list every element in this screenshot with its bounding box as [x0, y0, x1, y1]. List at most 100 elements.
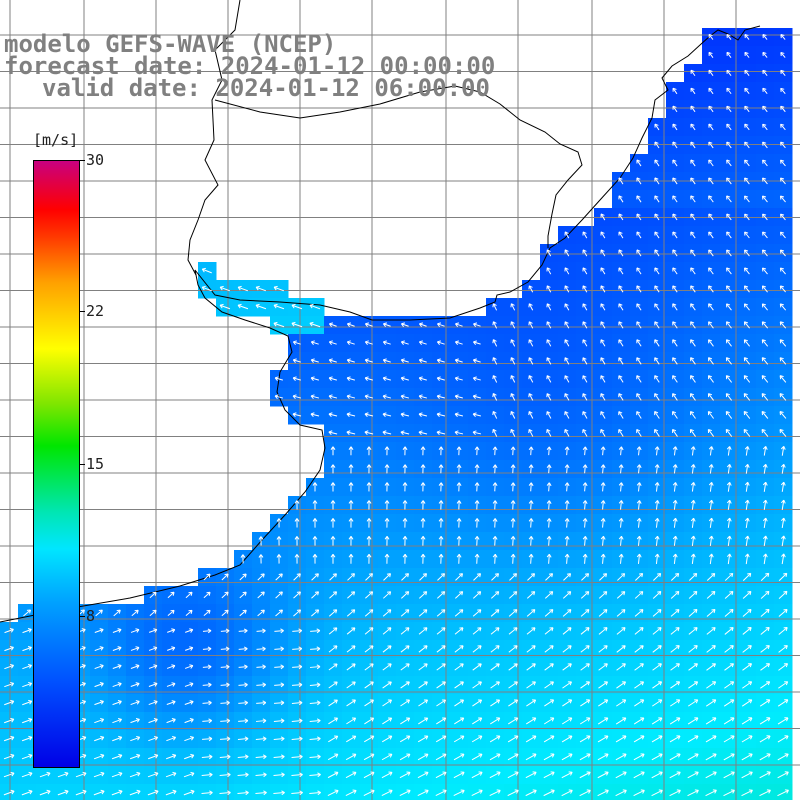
wind-arrow-head	[370, 735, 375, 740]
wind-arrow	[708, 195, 714, 203]
wind-arrow	[602, 518, 604, 528]
wind-arrow-head	[568, 699, 573, 704]
wind-arrow-head	[328, 340, 333, 345]
wind-arrow-head	[454, 358, 459, 363]
wind-arrow-head	[744, 105, 749, 110]
wind-arrow-head	[364, 430, 369, 436]
wind-arrow-head	[510, 339, 515, 344]
wind-arrow	[364, 609, 374, 617]
wind-arrow-head	[330, 500, 336, 504]
wind-arrow	[615, 771, 627, 779]
wind-arrow-head	[456, 536, 462, 540]
wind-arrow	[724, 663, 734, 671]
wind-arrow-head	[636, 553, 642, 558]
wind-arrow	[669, 789, 681, 797]
wind-arrow-head	[280, 664, 285, 670]
wind-arrow	[347, 591, 355, 599]
wind-arrow	[651, 717, 663, 725]
wind-arrow	[364, 645, 374, 653]
wind-arrow	[743, 339, 751, 347]
wind-arrow-head	[747, 590, 752, 596]
wind-arrow	[471, 789, 483, 797]
wind-arrow-head	[333, 645, 338, 650]
wind-arrow-head	[219, 285, 224, 291]
wind-arrow-head	[510, 464, 516, 469]
wind-arrow-head	[189, 700, 194, 705]
wind-arrow	[600, 393, 606, 401]
wind-arrow-head	[294, 554, 300, 558]
wind-arrow-head	[564, 482, 570, 487]
wind-arrow	[274, 684, 284, 686]
wind-arrow	[600, 321, 606, 329]
wind-arrow-head	[294, 518, 300, 522]
wind-arrow-head	[510, 393, 515, 398]
wind-arrow-head	[224, 591, 229, 596]
wind-arrow	[673, 553, 677, 565]
wind-arrow-head	[495, 627, 500, 632]
wind-arrow-head	[531, 663, 536, 668]
wind-arrow-head	[546, 446, 552, 451]
wind-arrow	[273, 774, 285, 776]
wind-arrow	[690, 195, 696, 203]
wind-arrow	[436, 699, 446, 707]
wind-arrow	[544, 591, 554, 599]
wind-arrow	[130, 683, 140, 687]
wind-arrow-head	[600, 429, 605, 434]
wind-arrow-head	[675, 573, 680, 578]
wind-arrow-head	[472, 430, 477, 436]
wind-arrow-head	[729, 609, 734, 614]
wind-arrow	[780, 34, 786, 40]
wind-arrow-head	[514, 753, 519, 758]
wind-arrow	[293, 377, 301, 381]
wind-arrow	[492, 357, 498, 365]
wind-arrow-head	[225, 682, 230, 688]
wind-arrow-head	[712, 735, 717, 740]
wind-arrow-head	[402, 536, 408, 540]
wind-arrow	[309, 702, 321, 704]
wind-arrow	[237, 286, 249, 292]
wind-arrow	[780, 52, 786, 58]
wind-arrow-head	[438, 482, 444, 486]
colorbar-tick-8: 8	[86, 607, 96, 625]
wind-arrow	[745, 446, 749, 456]
wind-arrow	[670, 573, 680, 581]
wind-arrow	[3, 736, 15, 742]
wind-arrow-head	[280, 646, 284, 652]
wind-arrow	[472, 609, 482, 617]
wind-arrow	[508, 609, 518, 617]
wind-arrow-head	[672, 141, 677, 146]
wind-arrow	[744, 177, 750, 185]
wind-arrow-head	[292, 394, 297, 399]
wind-arrow-head	[276, 536, 282, 540]
wind-arrow-head	[296, 609, 302, 614]
wind-arrow-head	[262, 718, 267, 724]
wind-arrow	[602, 446, 604, 456]
wind-arrow	[602, 464, 604, 474]
wind-arrow-head	[582, 393, 587, 398]
wind-arrow-head	[708, 553, 714, 558]
wind-arrow-head	[351, 699, 356, 704]
wind-arrow-head	[744, 231, 749, 236]
wind-arrow	[454, 431, 464, 435]
wind-arrow-head	[622, 789, 627, 794]
wind-arrow	[526, 681, 536, 689]
wind-arrow	[708, 177, 714, 185]
wind-arrow-head	[262, 682, 266, 688]
wind-arrow-head	[274, 394, 279, 399]
wind-arrow	[346, 681, 356, 689]
wind-arrow	[400, 395, 410, 399]
wind-arrow	[724, 681, 734, 689]
colorbar-tickmark-30	[79, 160, 85, 161]
wind-arrow-head	[296, 591, 301, 596]
wind-speed-cell	[558, 784, 577, 800]
wind-arrow-head	[208, 700, 212, 706]
wind-arrow	[490, 663, 500, 671]
wind-arrow-head	[690, 195, 695, 200]
wind-arrow	[4, 718, 14, 724]
wind-arrow-head	[546, 482, 552, 487]
wind-arrow	[744, 70, 750, 76]
wind-arrow-head	[310, 376, 315, 381]
wind-arrow-head	[743, 393, 748, 398]
wind-arrow-head	[564, 375, 569, 380]
wind-arrow-head	[189, 682, 194, 687]
